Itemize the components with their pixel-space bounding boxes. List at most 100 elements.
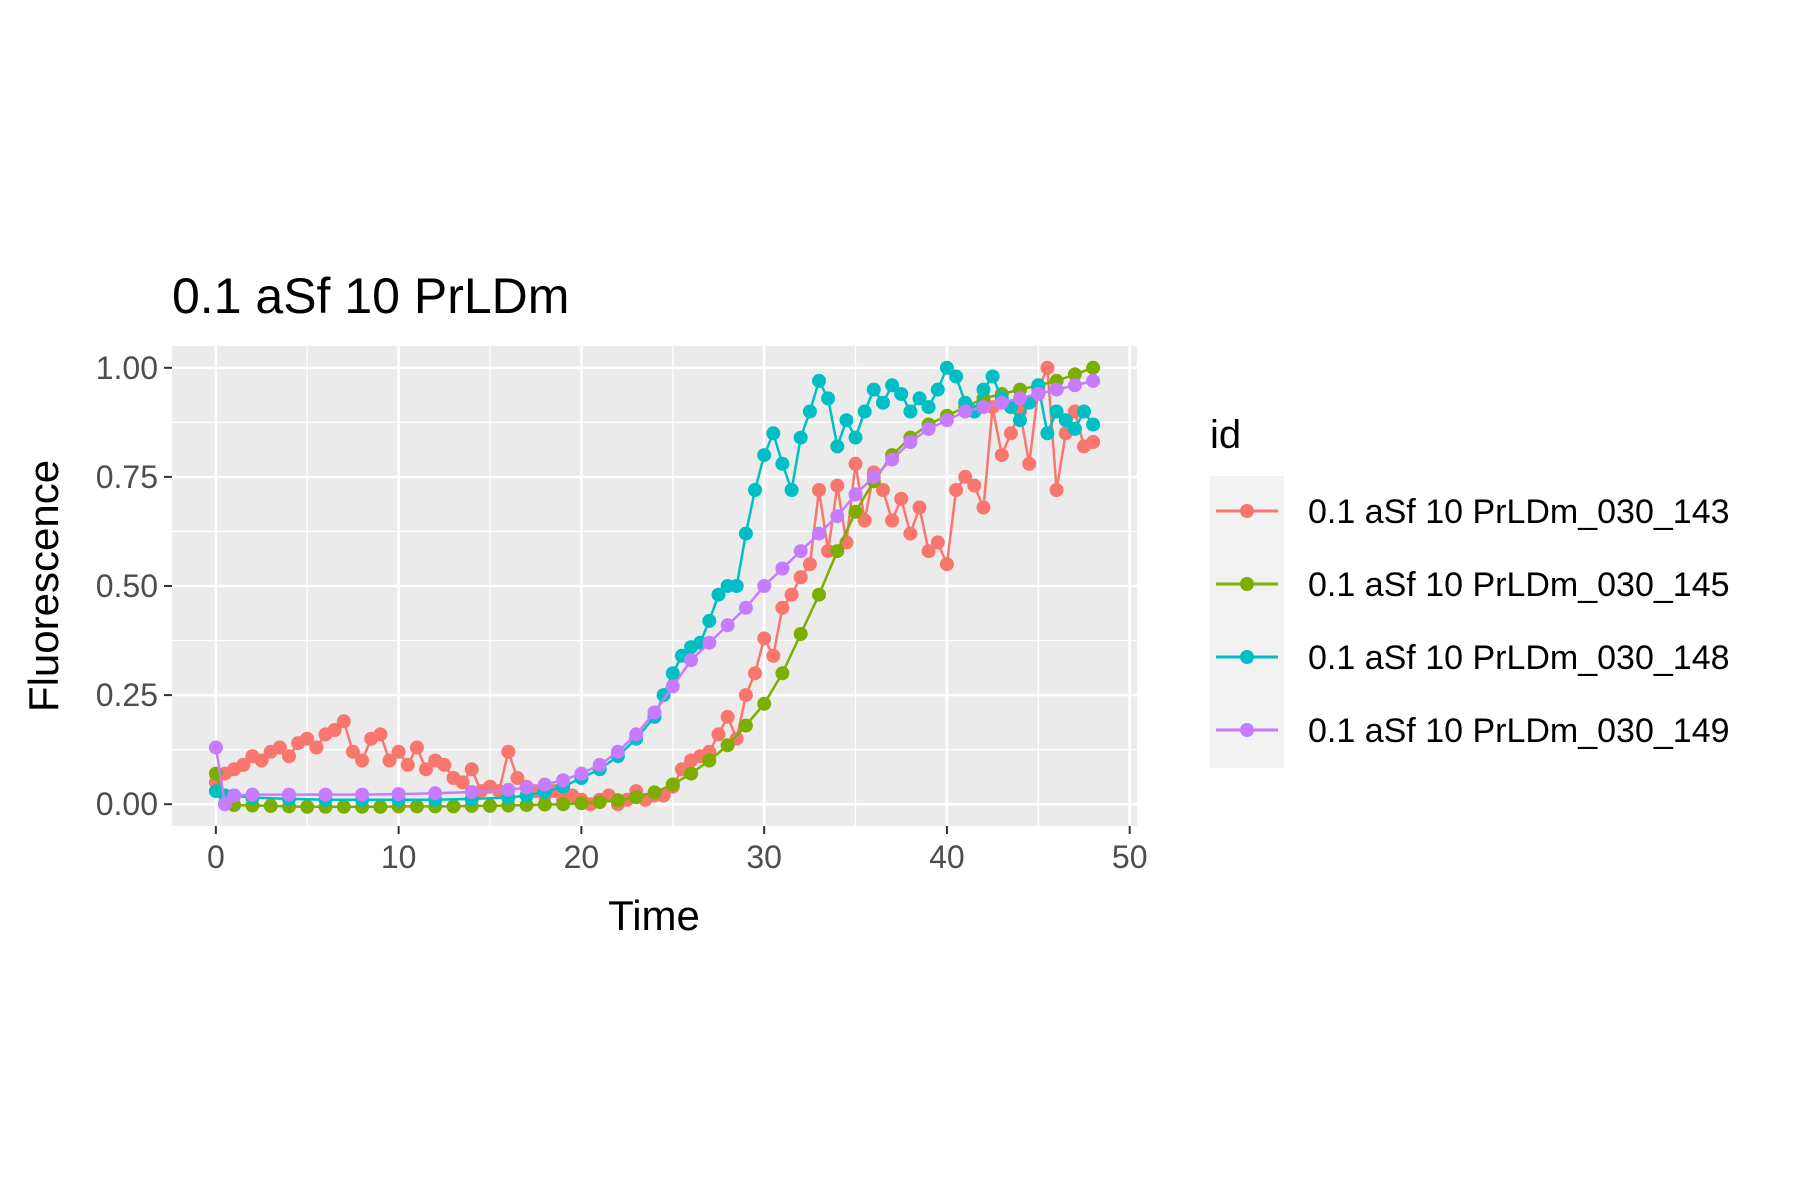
data-point xyxy=(775,456,790,471)
data-point xyxy=(208,740,223,755)
data-point xyxy=(501,744,516,759)
x-tick-label: 10 xyxy=(381,839,417,875)
data-point xyxy=(757,631,772,646)
data-point xyxy=(766,648,781,663)
data-point xyxy=(876,395,890,410)
data-point xyxy=(720,618,735,633)
data-point xyxy=(784,483,799,497)
data-point xyxy=(702,635,717,650)
y-axis: 0.00 0.25 0.50 0.75 1.00 xyxy=(96,350,172,822)
data-point xyxy=(848,456,863,471)
data-point xyxy=(254,753,269,768)
data-point xyxy=(912,391,927,406)
data-point xyxy=(939,557,954,572)
data-point xyxy=(912,500,927,515)
legend-items: 0.1 aSf 10 PrLDm_030_143 0.1 aSf 10 PrLDm… xyxy=(1216,493,1730,750)
data-point xyxy=(775,561,790,576)
data-point xyxy=(766,426,781,441)
data-point xyxy=(738,718,753,733)
data-point xyxy=(537,797,552,812)
data-point xyxy=(939,413,954,428)
data-point xyxy=(894,491,909,506)
data-point xyxy=(610,793,625,808)
data-point xyxy=(1086,417,1101,432)
data-point xyxy=(300,731,315,746)
data-point xyxy=(985,369,1000,384)
data-point xyxy=(574,796,589,811)
legend-item: 0.1 aSf 10 PrLDm_030_148 xyxy=(1216,639,1730,677)
data-point xyxy=(921,421,936,436)
data-point xyxy=(830,439,845,454)
legend-key-point xyxy=(1240,650,1254,664)
data-point xyxy=(1049,483,1064,497)
series-1 xyxy=(208,360,1101,812)
legend-key-background xyxy=(1210,476,1284,768)
data-point xyxy=(665,777,680,792)
data-point xyxy=(994,395,1009,410)
y-tick-label: 0.75 xyxy=(96,459,158,495)
data-point xyxy=(757,696,772,711)
data-point xyxy=(976,500,991,515)
data-point xyxy=(994,448,1009,463)
data-point xyxy=(592,795,607,809)
series-4 xyxy=(208,373,1101,812)
data-point xyxy=(656,688,671,703)
data-point xyxy=(830,544,845,559)
data-point xyxy=(684,766,699,781)
data-point xyxy=(282,787,296,802)
data-point xyxy=(976,400,991,415)
data-point xyxy=(1049,404,1064,419)
data-point xyxy=(592,757,607,772)
data-point xyxy=(483,798,497,813)
data-point xyxy=(519,780,534,795)
legend-key-point xyxy=(1240,577,1254,591)
data-point xyxy=(510,771,525,785)
data-point xyxy=(428,786,443,801)
data-point xyxy=(939,360,954,375)
data-point xyxy=(373,727,388,742)
chart-title: 0.1 aSf 10 PrLDm xyxy=(172,268,569,324)
data-point xyxy=(355,753,370,768)
data-point xyxy=(464,785,479,799)
data-point xyxy=(930,535,945,550)
data-point xyxy=(318,787,333,802)
data-point xyxy=(757,448,772,463)
y-tick-label: 1.00 xyxy=(96,350,158,386)
data-point xyxy=(1077,404,1091,419)
data-point xyxy=(757,579,772,593)
x-axis-title: Time xyxy=(608,892,700,939)
data-point xyxy=(1013,413,1027,428)
data-point xyxy=(1022,456,1037,471)
data-point xyxy=(1040,426,1055,441)
data-point xyxy=(409,740,424,755)
data-point xyxy=(409,799,424,814)
data-point xyxy=(1086,360,1101,375)
y-tick-label: 0.25 xyxy=(96,677,158,713)
data-point xyxy=(793,544,808,559)
data-point xyxy=(885,378,900,393)
data-point xyxy=(793,627,808,641)
data-point xyxy=(647,705,662,720)
data-point xyxy=(885,452,900,467)
legend-label: 0.1 aSf 10 PrLDm_030_145 xyxy=(1308,566,1730,604)
data-point xyxy=(748,666,762,681)
data-point xyxy=(218,797,232,812)
data-point xyxy=(574,766,589,781)
data-point xyxy=(903,435,918,449)
data-point xyxy=(1003,426,1018,441)
data-point xyxy=(464,762,479,777)
data-point xyxy=(903,404,918,419)
data-point xyxy=(665,679,680,694)
data-point xyxy=(848,430,863,445)
data-point xyxy=(720,709,735,724)
data-point xyxy=(1086,435,1101,449)
data-point xyxy=(610,744,625,759)
data-point xyxy=(812,526,826,541)
data-point xyxy=(711,587,726,602)
x-tick-label: 0 xyxy=(207,839,225,875)
data-point xyxy=(665,666,680,681)
data-point xyxy=(930,382,945,397)
data-point xyxy=(949,483,964,497)
data-point xyxy=(738,600,753,615)
